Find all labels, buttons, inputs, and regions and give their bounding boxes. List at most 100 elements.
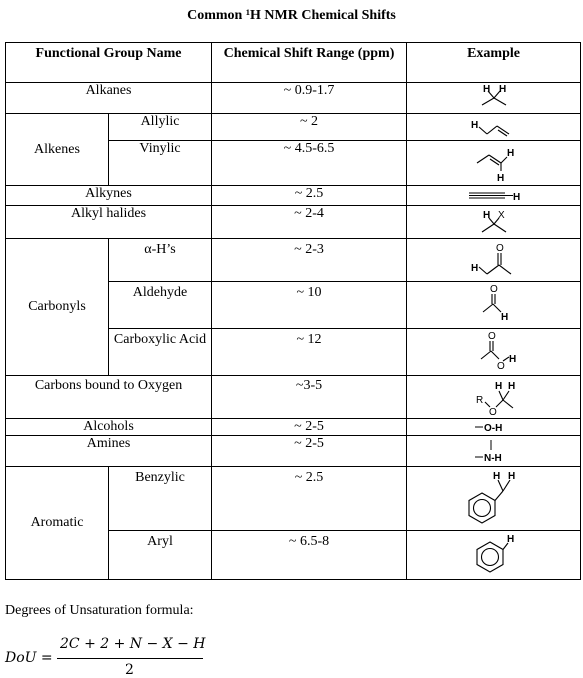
oh-label: O-H: [484, 423, 502, 434]
table-row: Alcohols ~ 2-5 O-H: [4, 418, 582, 436]
table-row: Aryl ~ 6.5-8 H: [6, 530, 582, 580]
alkyne-structure-icon: H: [468, 192, 520, 203]
aryl-structure-icon: H: [475, 534, 514, 573]
example-alcohols: O-H: [406, 418, 582, 436]
example-alkanes: H H: [406, 82, 582, 114]
h-label: H: [471, 263, 478, 274]
h-label: H: [497, 173, 504, 184]
shift-vinylic: ~ 4.5-6.5: [211, 140, 408, 186]
subgroup-aldehyde: Aldehyde: [107, 281, 213, 329]
example-allylic: H: [406, 113, 582, 141]
amine-structure-icon: N-H: [474, 440, 502, 464]
group-name-alkenes: Alkenes: [5, 113, 109, 186]
group-name-aromatic: Aromatic: [5, 466, 109, 580]
h-label: H: [513, 192, 520, 203]
h-label: H: [471, 120, 478, 131]
shift-amines: ~ 2-5: [211, 435, 408, 467]
x-label: X: [498, 210, 505, 221]
example-alkynes: H: [406, 185, 582, 206]
shift-alkanes: ~ 0.9-1.7: [211, 82, 408, 114]
alkane-structure-icon: H H: [481, 84, 506, 106]
allyl-structure-icon: H: [471, 120, 509, 137]
example-alkyl-halides: H X: [406, 205, 582, 239]
shift-benzylic: ~ 2.5: [211, 466, 408, 531]
subgroup-aryl: Aryl: [107, 530, 213, 580]
shift-allylic: ~ 2: [211, 113, 408, 141]
o-label: O: [496, 243, 504, 254]
h-label: H: [507, 148, 514, 159]
header-row: Functional Group Name Chemical Shift Ran…: [4, 42, 582, 83]
dou-lhs: DoU =: [5, 650, 53, 666]
shift-alcohols: ~ 2-5: [211, 418, 408, 436]
h-label: H: [493, 471, 500, 482]
group-name-carbonyls: Carbonyls: [5, 238, 109, 376]
page-title: Common ¹H NMR Chemical Shifts: [187, 8, 396, 23]
table-row: Vinylic ~ 4.5-6.5 H H: [6, 140, 582, 186]
h-label: H: [495, 381, 502, 392]
h-label: H: [483, 210, 490, 221]
subgroup-alpha: α-H’s: [107, 238, 213, 282]
dou-caption: Degrees of Unsaturation formula:: [5, 603, 194, 618]
table-row: Carboxylic Acid ~ 12 O O H: [6, 328, 582, 376]
ketone-structure-icon: O H: [471, 243, 511, 275]
r-label: R: [476, 395, 483, 406]
example-aryl: H: [406, 530, 582, 580]
subgroup-vinylic: Vinylic: [107, 140, 213, 186]
group-name-alkynes: Alkynes: [4, 185, 213, 206]
table-row: Alkyl halides ~ 2-4 H X: [4, 205, 582, 239]
h-label: H: [501, 312, 508, 323]
dou-numerator: 2C + 2 + N − X − H: [60, 636, 206, 652]
fraction-bar: [57, 658, 203, 659]
example-carbons-oxygen: R O H H: [406, 375, 582, 419]
shift-alkynes: ~ 2.5: [211, 185, 408, 206]
header-group: Functional Group Name: [4, 42, 213, 83]
h-label: H: [508, 471, 515, 482]
nh-label: N-H: [484, 453, 502, 464]
group-name-alkyl-halides: Alkyl halides: [4, 205, 213, 239]
table-row: Alkanes ~ 0.9-1.7 H H: [4, 82, 582, 114]
table-row: Carbonyls α-H’s ~ 2-3 O H: [5, 238, 582, 376]
h-label: H: [507, 534, 514, 545]
o-label: O: [490, 284, 498, 295]
table-row: Alkynes ~ 2.5 H: [4, 185, 582, 206]
vinyl-structure-icon: H H: [476, 148, 514, 184]
h-label: H: [499, 84, 506, 95]
header-shift: Chemical Shift Range (ppm): [211, 42, 408, 83]
shift-carbons-oxygen: ~3-5: [211, 375, 408, 419]
hydroxyl-structure-icon: O-H: [474, 423, 502, 434]
example-aldehyde: O H: [406, 281, 582, 329]
example-alpha: O H: [406, 238, 582, 282]
table-row: Aldehyde ~ 10 O H: [6, 281, 582, 329]
subgroup-carboxylic: Carboxylic Acid: [107, 328, 213, 376]
shift-carboxylic: ~ 12: [211, 328, 408, 376]
shift-alkyl-halides: ~ 2-4: [211, 205, 408, 239]
example-benzylic: H H: [406, 466, 582, 531]
group-name-alkanes: Alkanes: [4, 82, 213, 114]
nmr-shift-table: Functional Group Name Chemical Shift Ran…: [4, 42, 582, 580]
header-example: Example: [406, 42, 582, 83]
group-name-amines: Amines: [4, 435, 213, 467]
subgroup-benzylic: Benzylic: [107, 466, 213, 531]
shift-aryl: ~ 6.5-8: [211, 530, 408, 580]
dou-denominator: 2: [125, 662, 134, 678]
table-row: Alkenes Allylic ~ 2 H: [5, 113, 582, 186]
o-label: O: [489, 407, 497, 418]
o-label: O: [488, 331, 496, 342]
group-name-carbons-oxygen: Carbons bound to Oxygen: [4, 375, 213, 419]
benzylic-structure-icon: H H: [467, 471, 515, 524]
o-label: O: [497, 361, 505, 372]
aldehyde-structure-icon: O H: [482, 284, 508, 323]
h-label: H: [483, 84, 490, 95]
group-name-alcohols: Alcohols: [4, 418, 213, 436]
table-row: Carbons bound to Oxygen ~3-5 R O H H: [4, 375, 582, 419]
example-vinylic: H H: [406, 140, 582, 186]
alkyl-halide-structure-icon: H X: [481, 210, 506, 233]
carboxylic-acid-structure-icon: O O H: [480, 331, 516, 372]
table-row: Aromatic Benzylic ~ 2.5 H H: [5, 466, 582, 580]
example-carboxylic: O O H: [406, 328, 582, 376]
subgroup-allylic: Allylic: [107, 113, 213, 141]
shift-aldehyde: ~ 10: [211, 281, 408, 329]
h-label: H: [509, 354, 516, 365]
table-row: Amines ~ 2-5 N-H: [4, 435, 582, 467]
shift-alpha: ~ 2-3: [211, 238, 408, 282]
